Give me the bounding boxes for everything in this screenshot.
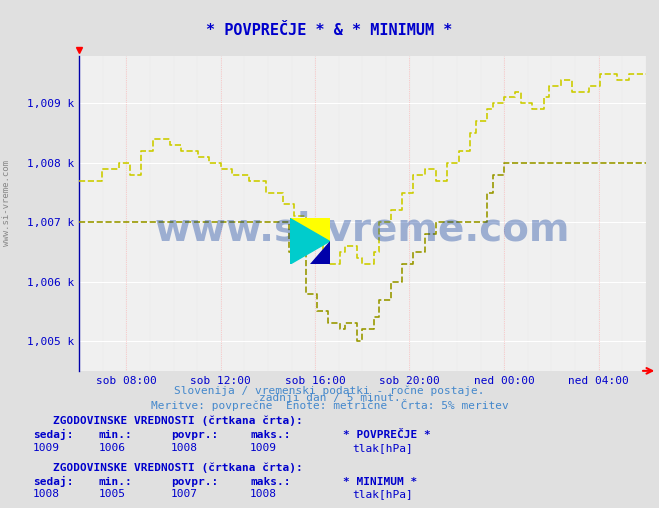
- Text: ZGODOVINSKE VREDNOSTI (črtkana črta):: ZGODOVINSKE VREDNOSTI (črtkana črta):: [53, 462, 302, 473]
- Text: 1006: 1006: [99, 442, 125, 453]
- Text: maks.:: maks.:: [250, 477, 291, 487]
- Text: 1007: 1007: [171, 489, 198, 499]
- Text: Meritve: povprečne  Enote: metrične  Črta: 5% meritev: Meritve: povprečne Enote: metrične Črta:…: [151, 399, 508, 411]
- Text: povpr.:: povpr.:: [171, 477, 219, 487]
- Text: 1008: 1008: [171, 442, 198, 453]
- Text: maks.:: maks.:: [250, 430, 291, 440]
- Polygon shape: [310, 241, 330, 264]
- Text: * POVPREČJE * & * MINIMUM *: * POVPREČJE * & * MINIMUM *: [206, 23, 453, 38]
- Text: sedaj:: sedaj:: [33, 429, 73, 440]
- Text: tlak[hPa]: tlak[hPa]: [353, 489, 413, 499]
- Text: min.:: min.:: [99, 477, 132, 487]
- Text: 1008: 1008: [33, 489, 59, 499]
- Text: * MINIMUM *: * MINIMUM *: [343, 477, 417, 487]
- Text: 1008: 1008: [250, 489, 277, 499]
- Text: tlak[hPa]: tlak[hPa]: [353, 442, 413, 453]
- Text: 1005: 1005: [99, 489, 125, 499]
- Text: * POVPREČJE *: * POVPREČJE *: [343, 430, 430, 440]
- Text: min.:: min.:: [99, 430, 132, 440]
- Text: www.si-vreme.com: www.si-vreme.com: [155, 210, 570, 248]
- Text: 1009: 1009: [250, 442, 277, 453]
- Polygon shape: [290, 218, 330, 264]
- Text: www.si-vreme.com: www.si-vreme.com: [2, 160, 11, 246]
- Text: 1009: 1009: [33, 442, 59, 453]
- Text: zadnji dan / 5 minut.: zadnji dan / 5 minut.: [258, 393, 401, 403]
- Polygon shape: [290, 218, 330, 241]
- Text: Slovenija / vremenski podatki - ročne postaje.: Slovenija / vremenski podatki - ročne po…: [174, 385, 485, 396]
- Text: povpr.:: povpr.:: [171, 430, 219, 440]
- Text: ZGODOVINSKE VREDNOSTI (črtkana črta):: ZGODOVINSKE VREDNOSTI (črtkana črta):: [53, 416, 302, 426]
- Text: sedaj:: sedaj:: [33, 476, 73, 487]
